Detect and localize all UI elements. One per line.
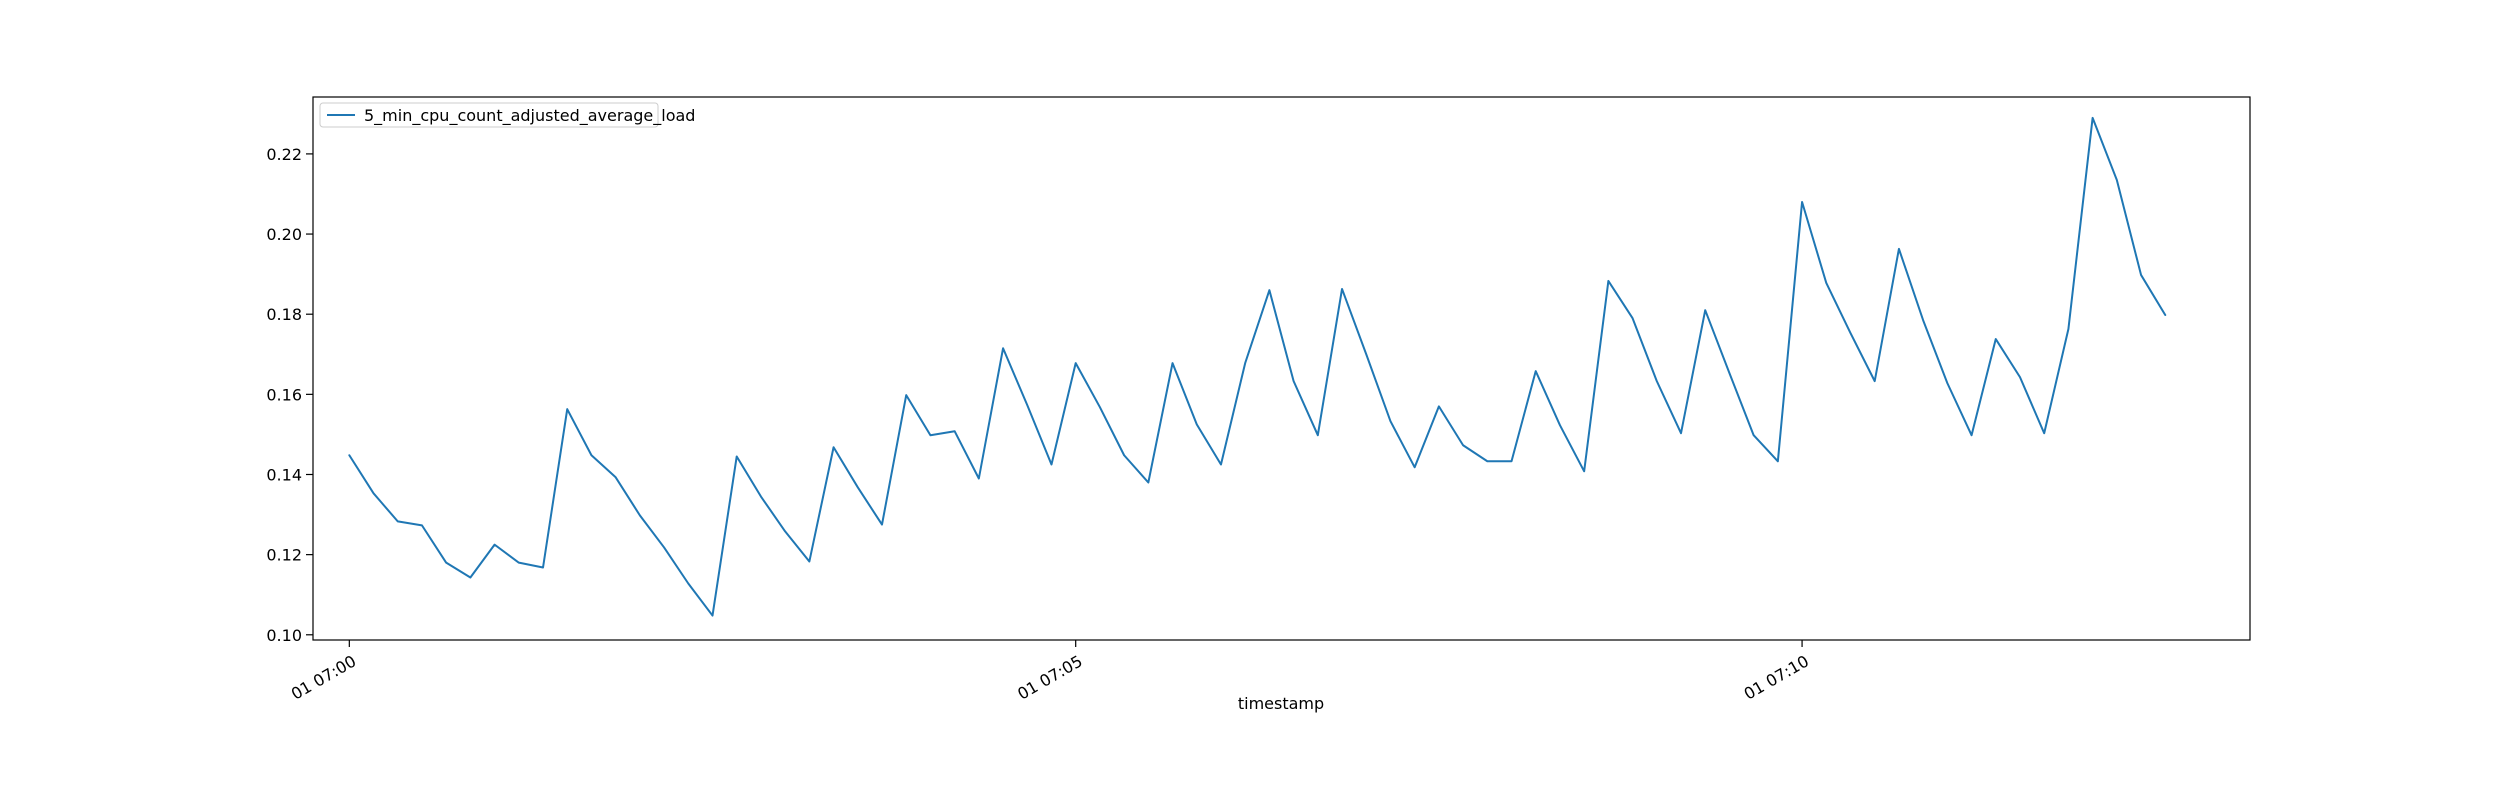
x-tick-label: 01 07:10 — [1741, 651, 1812, 703]
x-tick-label: 01 07:00 — [288, 651, 359, 703]
legend-entry: 5_min_cpu_count_adjusted_average_load — [364, 106, 695, 126]
y-tick-label: 0.18 — [266, 305, 302, 324]
y-axis: 0.10 0.12 0.14 0.16 0.18 0.20 0.22 — [266, 145, 313, 645]
legend-box — [319, 102, 659, 128]
y-tick-label: 0.10 — [266, 626, 302, 645]
y-tick-label: 0.14 — [266, 465, 302, 484]
x-tick-label: 01 07:05 — [1014, 651, 1085, 703]
y-tick-label: 0.22 — [266, 145, 302, 164]
series-line-0 — [348, 116, 2167, 617]
y-tick-label: 0.16 — [266, 385, 302, 404]
y-tick-label: 0.20 — [266, 225, 302, 244]
x-axis-label: timestamp — [1238, 694, 1324, 713]
plot-frame — [312, 96, 2251, 641]
legend: 5_min_cpu_count_adjusted_average_load — [319, 102, 695, 128]
y-tick-label: 0.12 — [266, 546, 302, 565]
series-layer — [348, 116, 2167, 617]
x-axis: 01 07:00 01 07:05 01 07:10 — [288, 640, 1812, 704]
